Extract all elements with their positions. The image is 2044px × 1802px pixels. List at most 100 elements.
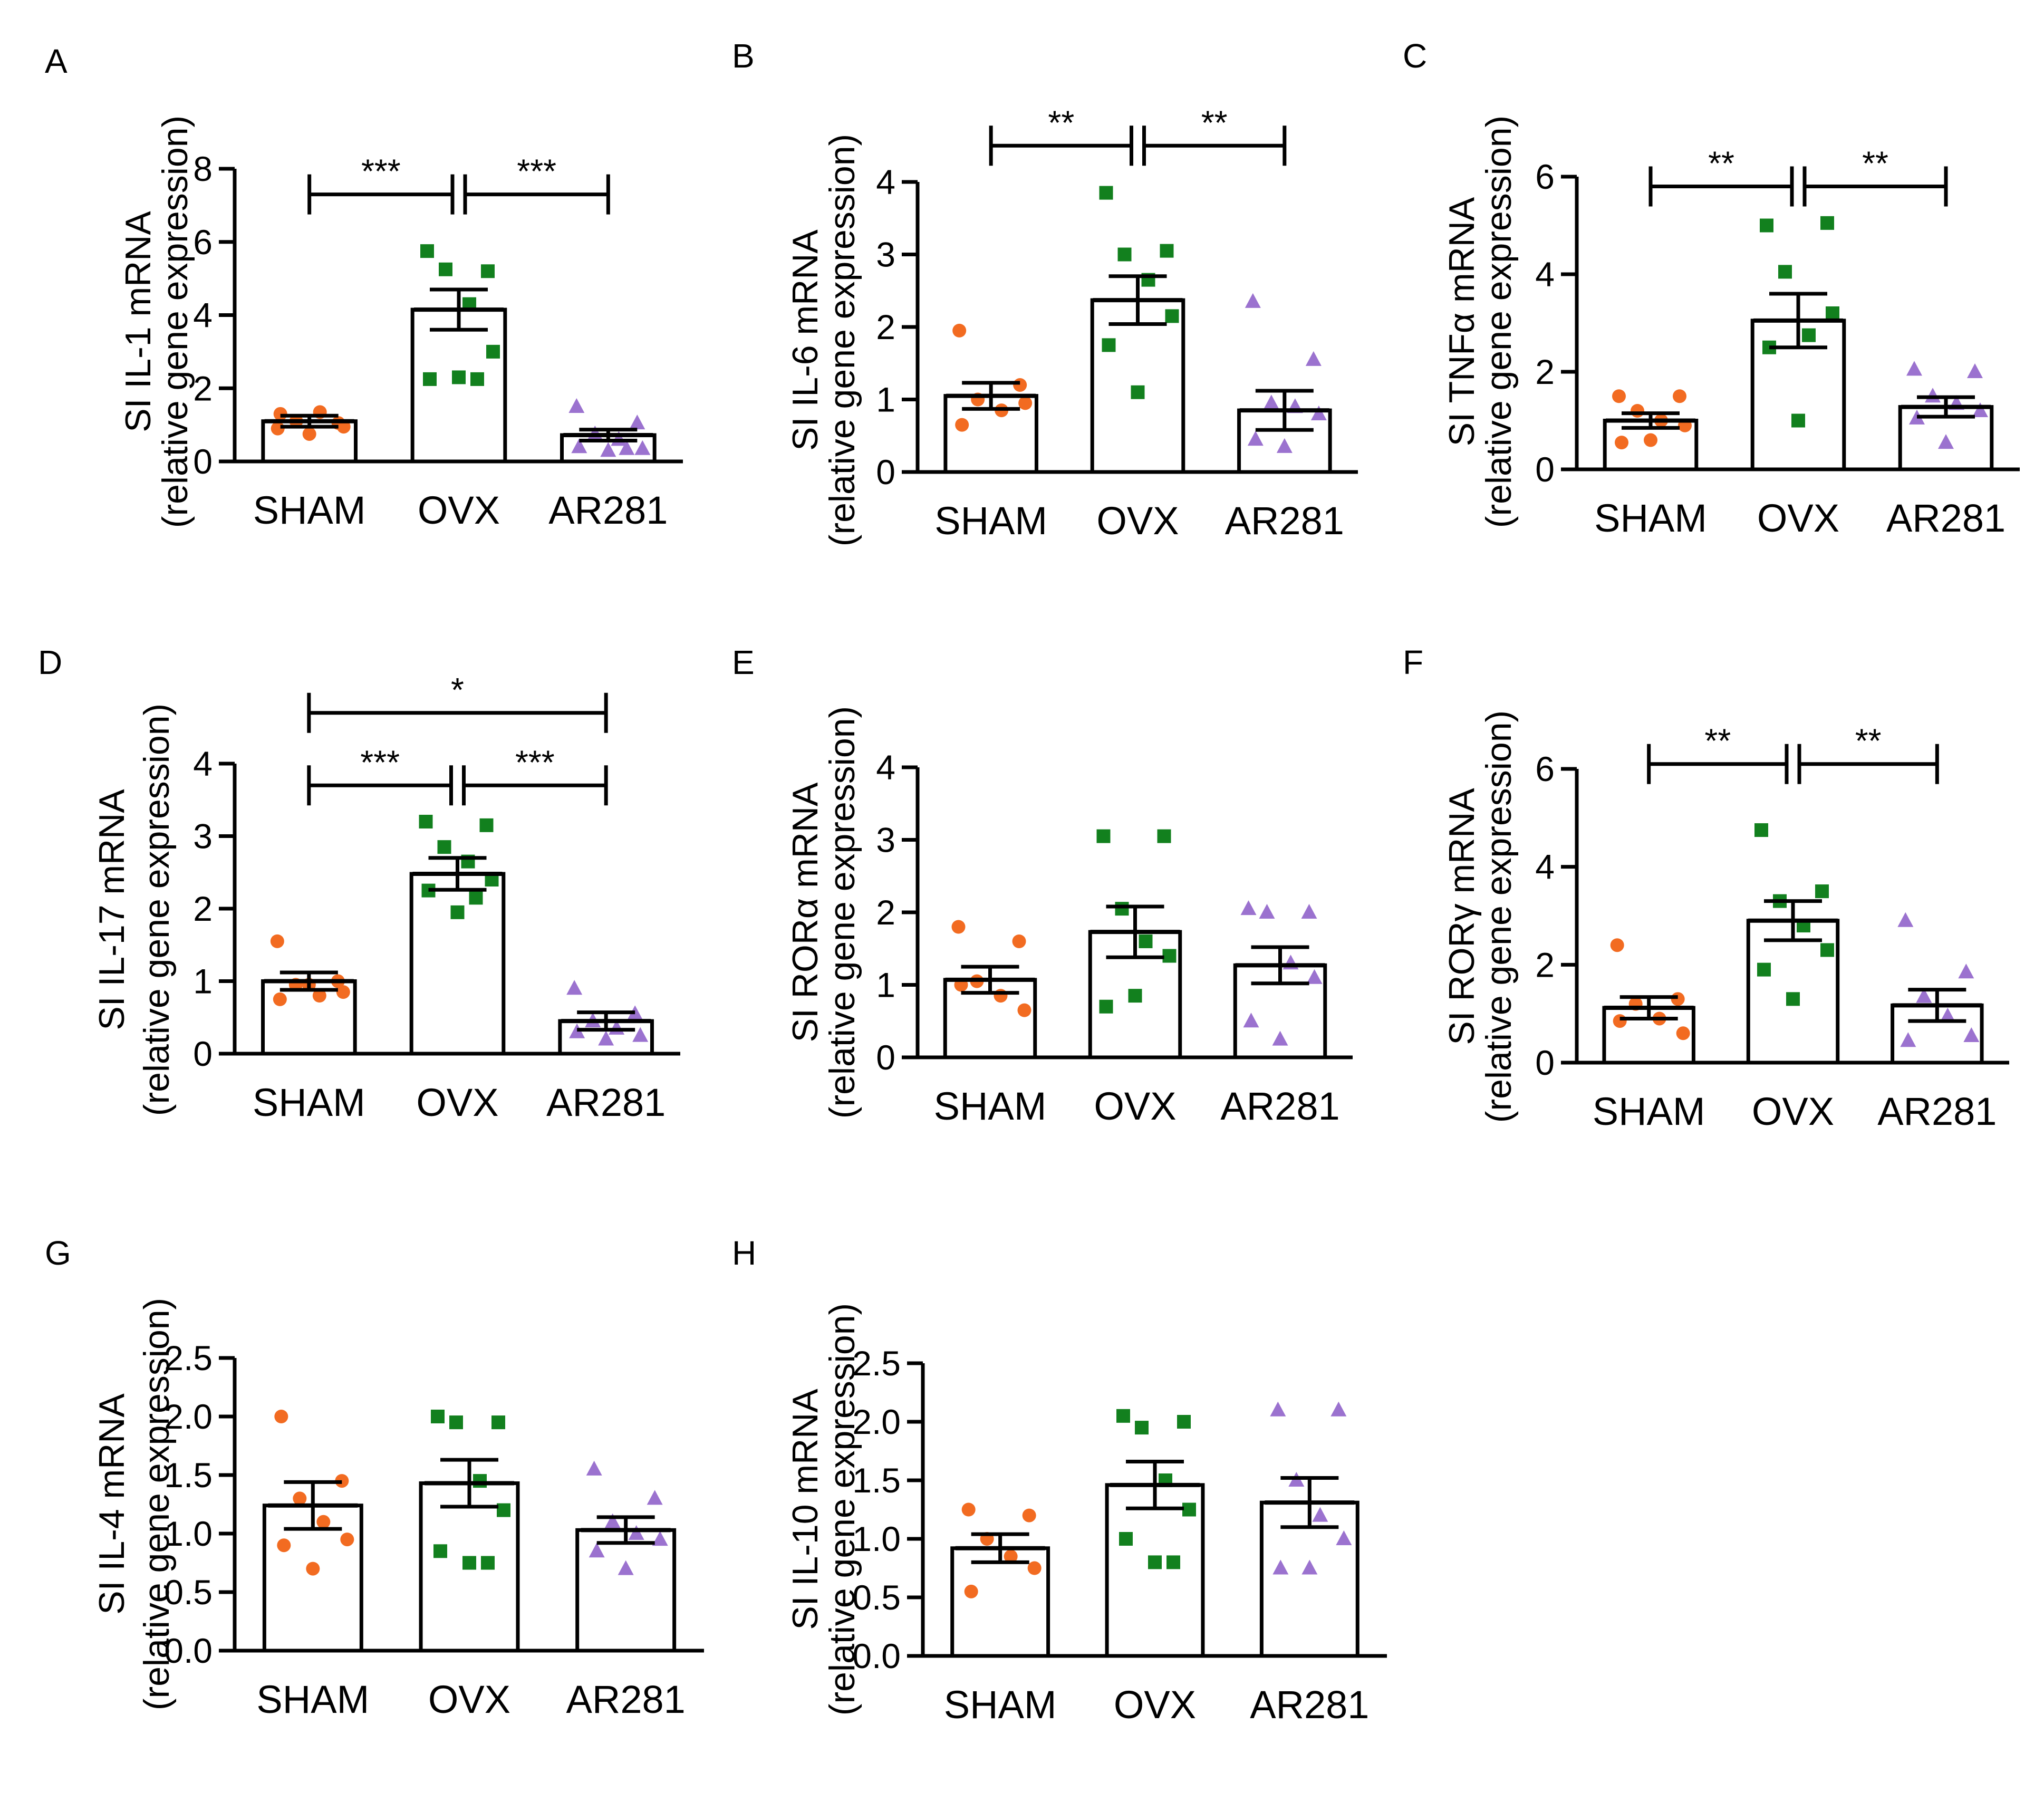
y-tick-label: 0 (193, 1034, 213, 1073)
data-point (433, 1544, 447, 1558)
y-axis-title: SI IL-6 mRNA (785, 229, 825, 451)
data-point (1815, 884, 1829, 899)
y-tick-label: 1 (876, 380, 895, 419)
data-point (437, 840, 451, 854)
data-point (1135, 1421, 1149, 1435)
y-axis-title: SI IL-10 mRNA (785, 1389, 825, 1630)
y-axis-subtitle: (relative gene expression) (155, 115, 195, 528)
bar-ar281 (575, 1528, 677, 1653)
data-point (1305, 351, 1322, 366)
data-point (598, 1030, 614, 1046)
data-point (479, 818, 494, 832)
x-category-label: AR281 (546, 1081, 666, 1124)
significance-label: * (451, 671, 464, 709)
y-tick-label: 1.5 (852, 1461, 901, 1500)
significance-label: ** (1704, 722, 1731, 760)
data-point (1013, 378, 1027, 392)
data-point (1312, 1507, 1328, 1522)
y-axis-subtitle: (relative gene expression) (822, 134, 862, 546)
data-point (1119, 1532, 1133, 1546)
panel-letter: C (1403, 37, 1427, 75)
data-point (1826, 306, 1839, 320)
data-point (1963, 1027, 1980, 1042)
data-point (952, 323, 967, 338)
data-point (439, 262, 452, 276)
data-point (1757, 962, 1771, 977)
bar-ovx (410, 307, 507, 464)
x-category-label: SHAM (253, 488, 366, 532)
y-tick-label: 3 (193, 817, 213, 856)
data-point (293, 1491, 307, 1506)
data-point (1612, 389, 1626, 403)
chart-panel-e: E SI RORα mRNA(relative gene expression) 0… (732, 643, 1353, 1128)
data-point (1115, 902, 1129, 916)
y-axis-title: SI IL-17 mRNA (92, 789, 132, 1030)
x-category-label: OVX (418, 488, 500, 532)
data-point (340, 1533, 354, 1547)
data-point (1177, 1415, 1191, 1429)
data-point (629, 415, 645, 430)
data-point (1245, 293, 1261, 308)
data-point (566, 980, 583, 995)
y-tick-label: 4 (193, 744, 213, 783)
data-point (1754, 823, 1768, 837)
data-point (619, 440, 635, 455)
data-point (1162, 949, 1177, 963)
panel-letter: D (38, 643, 62, 681)
data-point (1610, 938, 1624, 952)
data-point (568, 398, 585, 413)
panel-letter: F (1403, 643, 1423, 681)
data-point (1243, 1013, 1259, 1028)
y-tick-label: 4 (876, 748, 895, 787)
data-point (1017, 1003, 1031, 1017)
y-tick-label: 1 (876, 966, 895, 1005)
x-category-label: AR281 (1250, 1683, 1369, 1727)
data-point (1148, 1555, 1162, 1569)
data-point (634, 440, 651, 455)
x-category-label: SHAM (253, 1081, 365, 1124)
y-axis-title: SI RORα mRNA (785, 782, 825, 1042)
x-category-label: AR281 (1225, 499, 1344, 543)
data-point (1096, 829, 1111, 843)
x-category-label: SHAM (1594, 496, 1707, 540)
data-point (1900, 1032, 1916, 1047)
data-point (1778, 265, 1792, 279)
data-point (652, 1531, 668, 1546)
data-point (1301, 904, 1317, 919)
data-point (1027, 1561, 1042, 1575)
y-tick-label: 2 (876, 307, 895, 346)
significance-label: ** (1201, 103, 1228, 141)
data-point (1916, 988, 1932, 1003)
data-point (1099, 186, 1113, 200)
significance-label: *** (361, 152, 401, 190)
data-point (270, 934, 284, 948)
y-tick-label: 6 (1535, 749, 1555, 788)
data-point (481, 1556, 495, 1570)
data-point (618, 1560, 634, 1575)
chart-panel-g: G SI IL-4 mRNA (relative gene expression)0… (45, 1234, 704, 1721)
data-point (1958, 963, 1974, 979)
data-point (486, 344, 500, 359)
data-point (452, 370, 466, 384)
data-point (1897, 912, 1914, 927)
data-point (1247, 431, 1264, 446)
x-category-label: SHAM (1593, 1090, 1705, 1133)
y-tick-label: 3 (876, 821, 895, 860)
data-point (312, 989, 326, 1003)
data-point (469, 891, 483, 905)
data-point (316, 1515, 331, 1529)
data-point (1940, 1007, 1956, 1023)
data-point (1022, 1508, 1036, 1522)
significance-label: ** (1708, 144, 1734, 182)
data-point (1128, 989, 1142, 1003)
data-point (420, 244, 434, 258)
data-point (1270, 1401, 1286, 1416)
data-point (586, 1460, 602, 1476)
data-point (306, 1562, 320, 1576)
data-point (1117, 247, 1132, 262)
chart-panel-d: D SI IL-17 mRNA (relative gene expression)… (38, 643, 680, 1124)
data-point (273, 992, 287, 1006)
data-point (449, 1415, 463, 1430)
significance-label: ** (1862, 144, 1888, 182)
